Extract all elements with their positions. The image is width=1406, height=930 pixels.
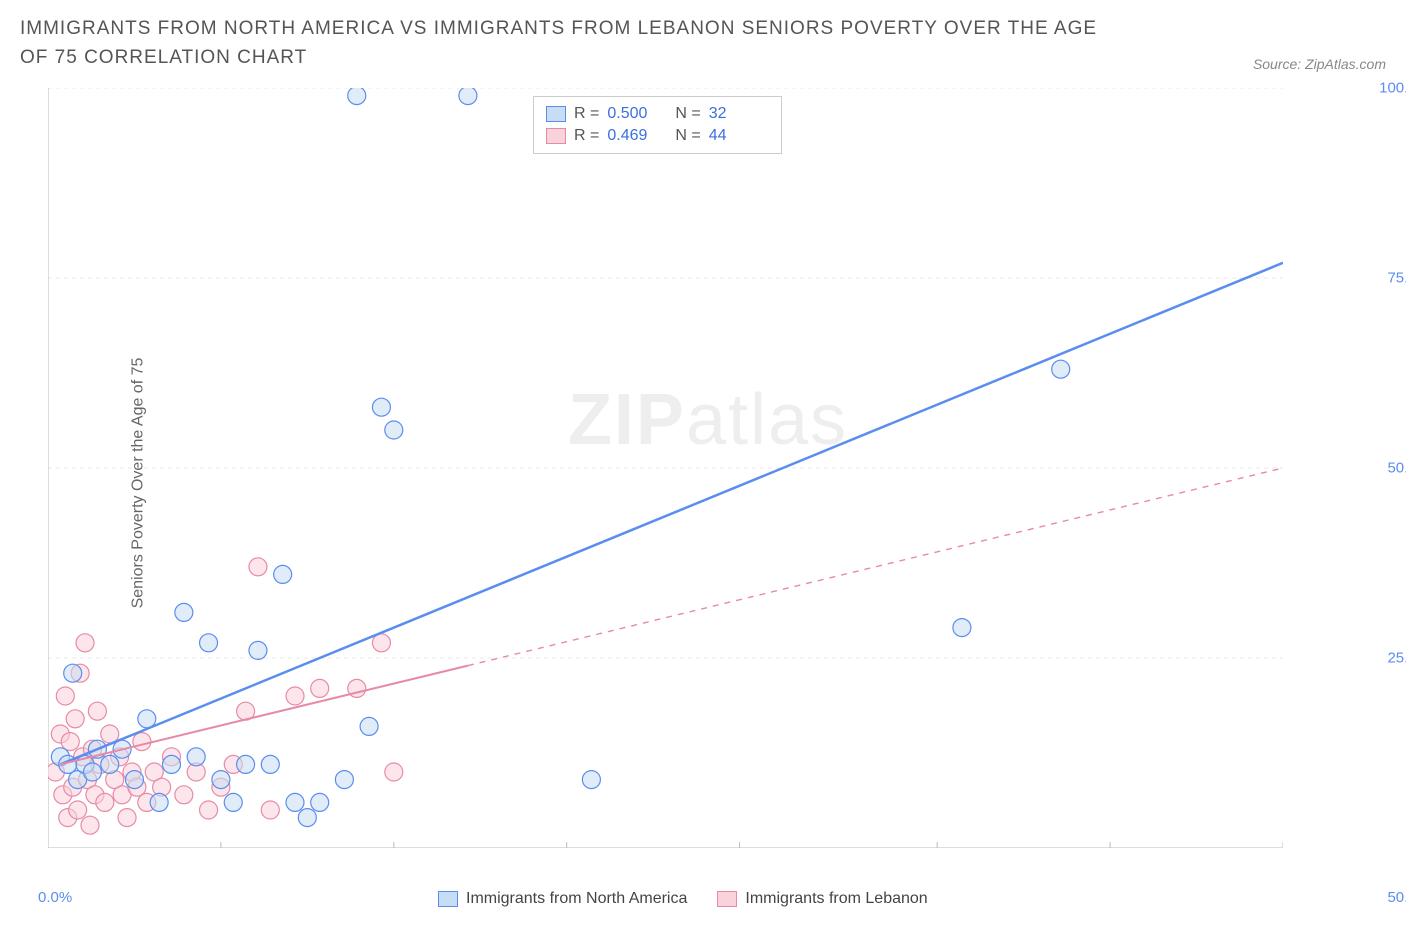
- legend-series: Immigrants from North America Immigrants…: [438, 890, 928, 908]
- legend-swatch-icon: [717, 891, 737, 907]
- correlation-chart: Seniors Poverty Over the Age of 75 ZIPat…: [48, 88, 1368, 878]
- legend-stats: R = 0.500 N = 32 R = 0.469 N = 44: [533, 96, 782, 154]
- legend-stats-row: R = 0.469 N = 44: [546, 125, 769, 147]
- y-tick-label: 100.0%: [1379, 80, 1406, 97]
- legend-swatch-icon: [546, 106, 566, 122]
- x-tick-label: 50.0%: [1387, 889, 1406, 906]
- y-tick-label: 50.0%: [1387, 460, 1406, 477]
- legend-series-item: Immigrants from Lebanon: [717, 890, 927, 908]
- legend-series-item: Immigrants from North America: [438, 890, 687, 908]
- source-label: Source: ZipAtlas.com: [1253, 56, 1386, 72]
- legend-swatch-icon: [546, 128, 566, 144]
- x-tick-label: 0.0%: [38, 889, 72, 906]
- legend-stats-row: R = 0.500 N = 32: [546, 103, 769, 125]
- legend-swatch-icon: [438, 891, 458, 907]
- legend-series-label: Immigrants from North America: [466, 890, 687, 908]
- scatter-plot-svg: [48, 88, 1283, 848]
- y-tick-label: 25.0%: [1387, 650, 1406, 667]
- y-tick-label: 75.0%: [1387, 270, 1406, 287]
- legend-series-label: Immigrants from Lebanon: [745, 890, 927, 908]
- page-title: IMMIGRANTS FROM NORTH AMERICA VS IMMIGRA…: [20, 15, 1120, 72]
